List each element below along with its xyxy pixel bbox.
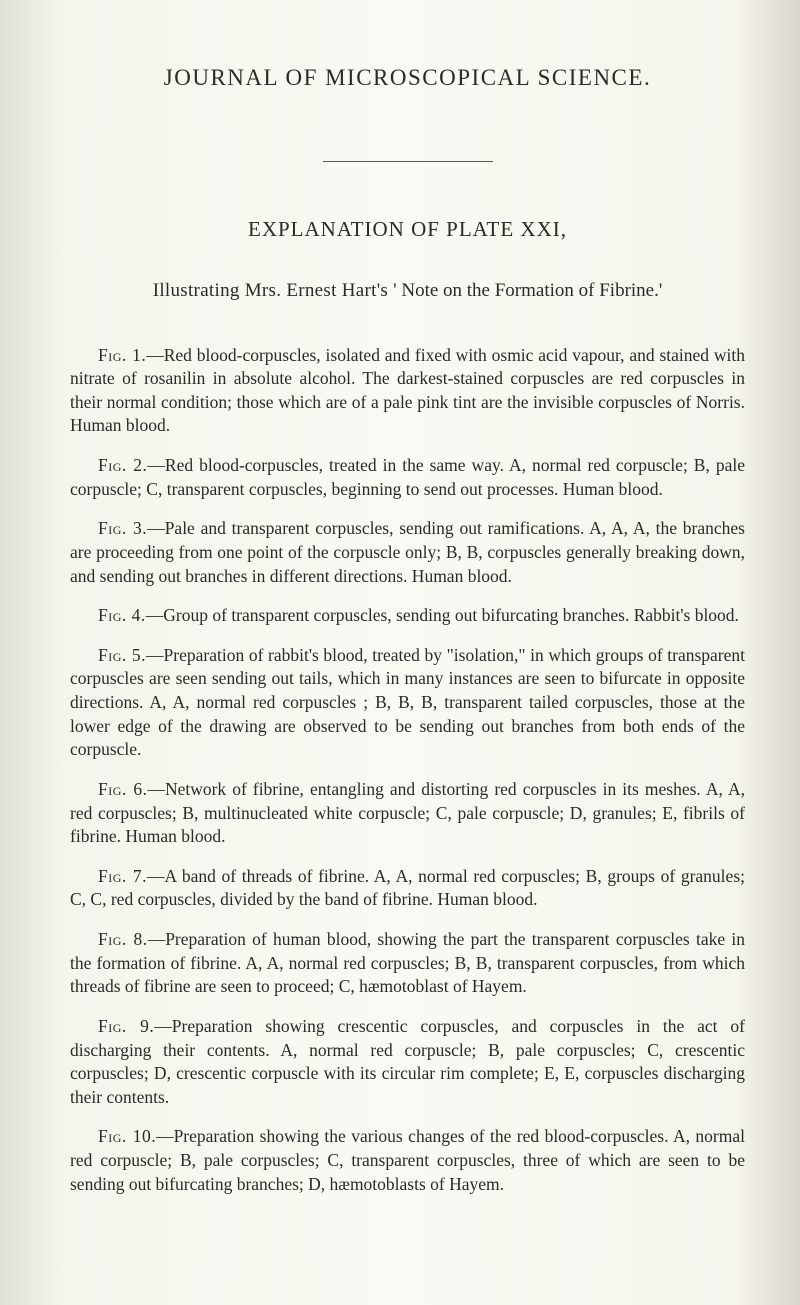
figure-text: Fig. 2.—Red blood-corpuscles, treated in… xyxy=(70,454,745,501)
plate-subtitle: Illustrating Mrs. Ernest Hart's ' Note o… xyxy=(70,277,745,306)
figure-entry: Fig. 2.—Red blood-corpuscles, treated in… xyxy=(70,454,745,501)
figure-label: Fig. 1. xyxy=(98,345,146,365)
figure-text: Fig. 3.—Pale and transparent corpuscles,… xyxy=(70,517,745,588)
journal-title: JOURNAL OF MICROSCOPICAL SCIENCE. xyxy=(70,65,745,91)
figure-entry: Fig. 8.—Preparation of human blood, show… xyxy=(70,928,745,999)
figure-label: Fig. 9. xyxy=(98,1016,154,1036)
figure-entry: Fig. 5.—Preparation of rabbit's blood, t… xyxy=(70,644,745,762)
figure-label: Fig. 5. xyxy=(98,645,146,665)
figure-text: Fig. 5.—Preparation of rabbit's blood, t… xyxy=(70,644,745,762)
figure-text: Fig. 9.—Preparation showing crescentic c… xyxy=(70,1015,745,1110)
figures-list: Fig. 1.—Red blood-corpuscles, isolated a… xyxy=(70,344,745,1197)
figure-entry: Fig. 6.—Network of fibrine, entangling a… xyxy=(70,778,745,849)
figure-label: Fig. 2. xyxy=(98,455,147,475)
figure-text: Fig. 10.—Preparation showing the various… xyxy=(70,1125,745,1196)
figure-label: Fig. 7. xyxy=(98,866,147,886)
figure-label: Fig. 3. xyxy=(98,518,147,538)
figure-entry: Fig. 3.—Pale and transparent corpuscles,… xyxy=(70,517,745,588)
figure-text: Fig. 4.—Group of transparent corpuscles,… xyxy=(70,604,745,628)
figure-entry: Fig. 10.—Preparation showing the various… xyxy=(70,1125,745,1196)
figure-text: Fig. 7.—A band of threads of fibrine. A,… xyxy=(70,865,745,912)
subtitle-quoted: ' Note on the Formation of Fibrine.' xyxy=(393,280,662,301)
figure-entry: Fig. 4.—Group of transparent corpuscles,… xyxy=(70,604,745,628)
figure-label: Fig. 10. xyxy=(98,1126,156,1146)
figure-entry: Fig. 1.—Red blood-corpuscles, isolated a… xyxy=(70,344,745,439)
explanation-heading: EXPLANATION OF PLATE XXI, xyxy=(70,217,745,242)
figure-label: Fig. 8. xyxy=(98,929,148,949)
figure-label: Fig. 6. xyxy=(98,779,147,799)
figure-text: Fig. 8.—Preparation of human blood, show… xyxy=(70,928,745,999)
subtitle-prefix: Illustrating Mrs. Ernest Hart's xyxy=(153,280,393,301)
figure-label: Fig. 4. xyxy=(98,605,146,625)
figure-text: Fig. 1.—Red blood-corpuscles, isolated a… xyxy=(70,344,745,439)
figure-text: Fig. 6.—Network of fibrine, entangling a… xyxy=(70,778,745,849)
figure-entry: Fig. 9.—Preparation showing crescentic c… xyxy=(70,1015,745,1110)
figure-entry: Fig. 7.—A band of threads of fibrine. A,… xyxy=(70,865,745,912)
horizontal-divider xyxy=(323,161,493,162)
